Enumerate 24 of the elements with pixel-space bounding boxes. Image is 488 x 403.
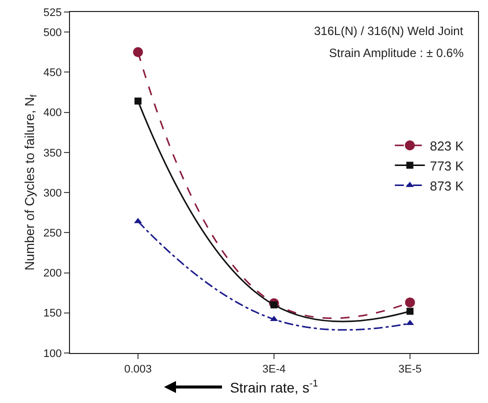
y-tick-label: 400: [43, 107, 62, 120]
legend-label: 823 K: [430, 138, 464, 154]
legend-label: 773 K: [430, 158, 464, 174]
x-tick-label: 0.003: [124, 363, 152, 376]
y-tick-label: 300: [43, 187, 62, 200]
x-axis-title: Strain rate, s$^{-1}$: [230, 378, 318, 396]
point: [270, 301, 278, 308]
y-tick-label: 100: [43, 348, 62, 360]
annotation: Strain Amplitude : ± 0.6%: [329, 46, 464, 60]
point: [134, 98, 142, 105]
y-tick-label: 200: [43, 268, 62, 280]
x-tick-label: 3E-5: [398, 363, 422, 376]
y-tick-label: 350: [43, 147, 62, 160]
y-tick-label: 150: [43, 308, 62, 320]
y-tick-label: 250: [43, 228, 62, 240]
point: [405, 297, 415, 308]
y-tick-label: 525: [43, 6, 62, 19]
point: [406, 308, 414, 315]
x-tick-label: 3E-4: [262, 363, 286, 376]
y-tick-label: 450: [43, 67, 62, 80]
legend-label: 873 K: [430, 178, 464, 194]
point: [133, 47, 143, 58]
annotation: 316L(N) / 316(N) Weld Joint: [314, 24, 464, 38]
y-tick-label: 500: [43, 26, 62, 39]
